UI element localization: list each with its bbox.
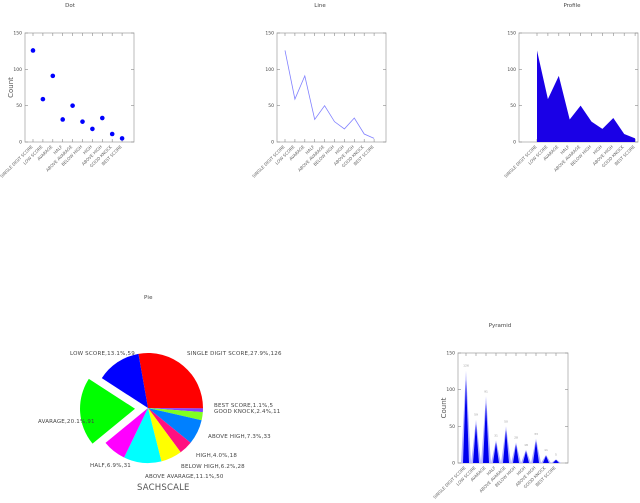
x-tick-label: HALF xyxy=(559,144,571,156)
pie-label-above-avarage: ABOVE AVARAGE,11.1%,50 xyxy=(145,474,224,480)
pyramid-bar xyxy=(503,430,509,463)
data-point xyxy=(40,96,46,102)
data-point xyxy=(100,115,105,121)
pie-slice-above-high xyxy=(148,408,202,443)
pyramid-bar xyxy=(463,379,469,463)
data-label: 126 xyxy=(463,364,469,368)
data-label: 50 xyxy=(504,419,508,423)
chart-title: Pyramid xyxy=(489,323,512,329)
pyramid-bar xyxy=(543,455,549,463)
y-tick-label: 150 xyxy=(265,31,274,37)
data-point xyxy=(90,126,95,132)
pie-label-good-knock: GOOD KNOCK,2.4%,11 xyxy=(214,409,281,415)
data-point xyxy=(109,131,115,137)
pie-label-single-digit: SINGLE DIGIT SCORE,27.9%,126 xyxy=(187,351,282,357)
pie-slice-high xyxy=(148,408,191,453)
pie-label-above-high: ABOVE HIGH,7.3%,33 xyxy=(208,434,271,440)
chart-title: Profile xyxy=(563,3,581,9)
pyramid-bar xyxy=(553,459,559,463)
pie-label-best-score: BEST SCORE,1.1%,5 xyxy=(214,403,274,409)
pyramid-bar xyxy=(523,451,529,463)
pie-title: Pie xyxy=(144,295,153,301)
pie-slice-good-knock xyxy=(148,408,203,421)
pie-slice-above-avarage xyxy=(124,408,162,464)
y-axis-label: Count xyxy=(440,397,448,418)
data-point xyxy=(30,48,36,53)
data-area xyxy=(537,50,636,142)
chart-title: Line xyxy=(314,3,326,9)
data-label: 28 xyxy=(514,435,518,439)
x-tick-label: HALF xyxy=(486,465,498,477)
y-axis-label: Count xyxy=(7,77,15,98)
y-tick-label: 0 xyxy=(452,461,455,467)
pyramid-bar xyxy=(473,424,479,463)
pie-slice-avarage xyxy=(80,378,136,444)
data-label: 31 xyxy=(494,433,498,437)
x-tick-label: HIGH xyxy=(334,144,345,155)
y-tick-label: 150 xyxy=(13,31,22,37)
pie-label-low-score: LOW SCORE,13.1%,59 xyxy=(70,351,135,357)
y-tick-label: 100 xyxy=(507,67,516,73)
chart-title: Dot xyxy=(65,3,76,9)
pie-xlabel: SACHSCALE xyxy=(137,483,190,493)
y-tick-label: 0 xyxy=(513,140,516,146)
y-tick-label: 100 xyxy=(265,67,274,73)
pyramid-bar xyxy=(513,444,519,463)
pie-slice-single-digit-score xyxy=(138,353,204,409)
y-tick-label: 0 xyxy=(271,140,274,146)
data-point xyxy=(70,103,75,108)
pyramid-bar xyxy=(533,441,539,463)
y-tick-label: 150 xyxy=(446,351,455,357)
data-label: 18 xyxy=(524,443,528,447)
data-point xyxy=(50,73,56,79)
x-tick-label: HIGH xyxy=(592,144,603,155)
pie-label-below-high: BELOW HIGH,6.2%,28 xyxy=(181,464,245,470)
y-tick-label: 150 xyxy=(507,31,516,37)
x-tick-label: HALF xyxy=(304,144,316,156)
plot-frame xyxy=(24,32,135,143)
data-point xyxy=(119,136,125,141)
pie-label-high: HIGH,4.0%,18 xyxy=(196,453,238,459)
pie-label-half: HALF,6.9%,31 xyxy=(90,463,131,469)
data-line xyxy=(284,50,375,139)
y-tick-label: 100 xyxy=(13,67,22,73)
y-tick-label: 50 xyxy=(449,424,455,430)
plot-frame xyxy=(276,32,387,143)
data-label: 59 xyxy=(474,413,478,417)
x-tick-label: HIGH xyxy=(516,465,527,476)
pyramid-bar xyxy=(493,442,499,463)
data-label: 5 xyxy=(555,452,557,456)
data-point xyxy=(80,119,85,124)
y-tick-label: 50 xyxy=(268,103,274,109)
data-point xyxy=(60,117,65,122)
x-tick-label: HALF xyxy=(52,144,64,156)
pie-slice-half xyxy=(105,408,148,458)
y-tick-label: 50 xyxy=(16,103,22,109)
pie-slice-below-high xyxy=(148,408,181,462)
pie-slice-low-score xyxy=(101,353,148,408)
x-tick-label: HIGH xyxy=(82,144,93,155)
pie-label-avarage: AVARAGE,20.1%,91 xyxy=(38,419,95,425)
data-label: 11 xyxy=(544,448,548,452)
data-label: 91 xyxy=(484,389,488,393)
pie-slice-best-score xyxy=(148,408,203,413)
pyramid-bar xyxy=(483,402,489,463)
y-tick-label: 50 xyxy=(510,103,516,109)
y-tick-label: 100 xyxy=(446,387,455,393)
y-tick-label: 0 xyxy=(19,140,22,146)
data-label: 33 xyxy=(534,432,538,436)
